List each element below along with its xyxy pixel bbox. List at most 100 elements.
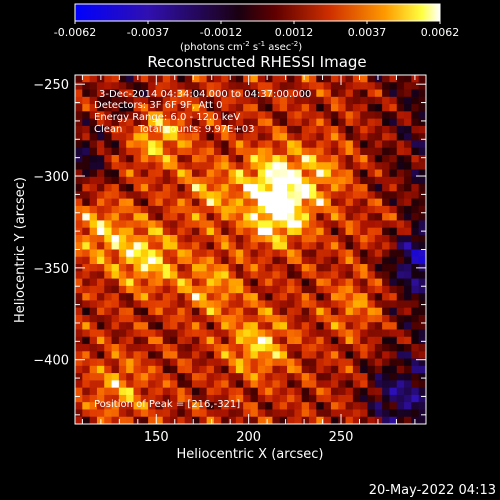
heatmap-cell — [330, 336, 339, 345]
heatmap-cell — [133, 300, 142, 309]
heatmap-cell — [411, 351, 420, 359]
heatmap-cell — [257, 205, 266, 214]
heatmap-cell — [330, 293, 339, 301]
heatmap-cell — [148, 394, 156, 403]
heatmap-cell — [330, 104, 339, 112]
heatmap-cell — [118, 271, 127, 279]
heatmap-cell — [140, 242, 149, 250]
heatmap-cell — [418, 293, 427, 301]
heatmap-cell — [309, 184, 317, 192]
heatmap-cell — [162, 402, 171, 410]
heatmap-cell — [309, 402, 317, 410]
heatmap-cell — [118, 89, 127, 98]
heatmap-cell — [170, 96, 178, 105]
heatmap-cell — [162, 75, 171, 83]
heatmap-cell — [75, 322, 83, 330]
heatmap-cell — [257, 220, 266, 229]
heatmap-cell — [279, 176, 288, 185]
heatmap-cell — [235, 373, 244, 381]
heatmap-cell — [287, 213, 295, 221]
heatmap-cell — [184, 198, 193, 207]
heatmap-cell — [389, 140, 398, 149]
heatmap-cell — [309, 387, 317, 396]
heatmap-cell — [206, 133, 215, 141]
heatmap-cell — [228, 307, 237, 316]
heatmap-cell — [192, 162, 200, 170]
heatmap-cell — [345, 111, 354, 120]
heatmap-cell — [221, 285, 229, 294]
heatmap-cell — [133, 169, 142, 178]
heatmap-cell — [206, 285, 215, 294]
heatmap-cell — [89, 205, 98, 214]
heatmap-cell — [338, 162, 346, 170]
heatmap-cell — [330, 234, 339, 243]
heatmap-cell — [389, 133, 398, 141]
heatmap-cell — [404, 322, 412, 330]
heatmap-cell — [352, 278, 361, 287]
heatmap-cell — [184, 169, 193, 178]
heatmap-cell — [192, 380, 200, 389]
heatmap-cell — [352, 227, 361, 236]
heatmap-cell — [404, 409, 412, 418]
heatmap-cell — [338, 220, 346, 229]
heatmap-cell — [257, 154, 266, 163]
heatmap-cell — [316, 293, 325, 301]
heatmap-cell — [199, 205, 208, 214]
heatmap-cell — [228, 133, 237, 141]
heatmap-cell — [184, 96, 193, 105]
heatmap-cell — [316, 176, 325, 185]
heatmap-cell — [104, 104, 112, 112]
heatmap-cell — [345, 416, 354, 425]
heatmap-cell — [96, 227, 105, 236]
annotation-clean-counts: Clean Total counts: 9.97E+03 — [94, 124, 254, 135]
heatmap-cell — [338, 314, 346, 323]
heatmap-cell — [272, 220, 281, 229]
heatmap-cell — [192, 118, 200, 127]
heatmap-cell — [184, 75, 193, 83]
heatmap-cell — [177, 402, 186, 410]
heatmap-cell — [316, 380, 325, 389]
heatmap-cell — [330, 198, 339, 207]
heatmap-cell — [228, 373, 237, 381]
heatmap-cell — [75, 176, 83, 185]
heatmap-cell — [155, 329, 164, 338]
heatmap-cell — [82, 104, 91, 112]
heatmap-cell — [418, 336, 427, 345]
heatmap-cell — [330, 409, 339, 418]
heatmap-cell — [345, 234, 354, 243]
heatmap-cell — [411, 198, 420, 207]
heatmap-cell — [418, 125, 427, 134]
heatmap-cell — [250, 314, 259, 323]
heatmap-cell — [367, 402, 376, 410]
heatmap-cell — [257, 278, 266, 287]
heatmap-cell — [199, 220, 208, 229]
heatmap-cell — [345, 104, 354, 112]
heatmap-cell — [323, 191, 332, 199]
heatmap-cell — [294, 365, 303, 374]
heatmap-cell — [162, 147, 171, 156]
heatmap-cell — [418, 184, 427, 192]
heatmap-cell — [404, 75, 412, 83]
heatmap-cell — [389, 365, 398, 374]
heatmap-cell — [170, 249, 178, 258]
heatmap-cell — [389, 198, 398, 207]
heatmap-cell — [396, 256, 405, 265]
heatmap-cell — [235, 205, 244, 214]
heatmap-cell — [265, 147, 273, 156]
heatmap-cell — [221, 125, 229, 134]
heatmap-cell — [192, 293, 200, 301]
heatmap-cell — [279, 314, 288, 323]
heatmap-cell — [279, 416, 288, 425]
heatmap-cell — [111, 322, 120, 330]
heatmap-cell — [279, 380, 288, 389]
heatmap-cell — [170, 154, 178, 163]
heatmap-cell — [243, 220, 251, 229]
heatmap-cell — [418, 82, 427, 90]
heatmap-cell — [294, 307, 303, 316]
heatmap-cell — [301, 256, 310, 265]
heatmap-cell — [199, 242, 208, 250]
heatmap-cell — [279, 140, 288, 149]
heatmap-cell — [352, 140, 361, 149]
heatmap-cell — [330, 162, 339, 170]
heatmap-cell — [374, 416, 383, 425]
